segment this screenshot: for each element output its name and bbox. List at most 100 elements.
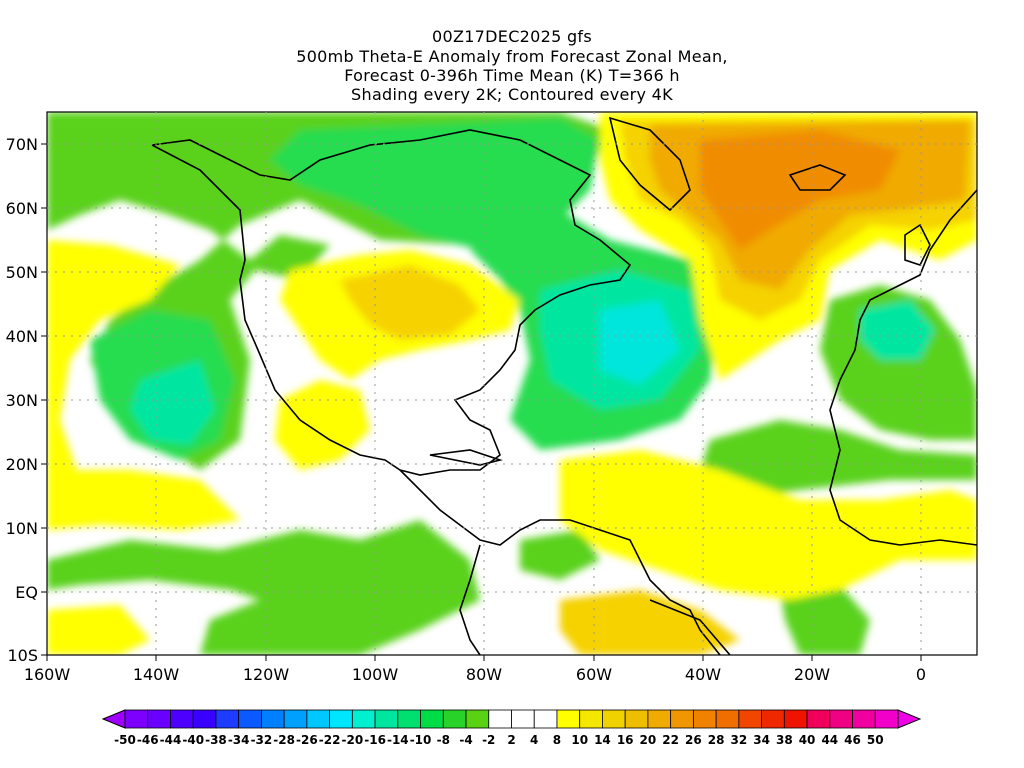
colorbar-box: [238, 709, 262, 729]
colorbar-label: 8: [553, 733, 561, 747]
colorbar-box: [192, 709, 217, 729]
lat-label: 10S: [7, 646, 38, 665]
colorbar-box: [420, 709, 444, 729]
colorbar-box: [215, 709, 240, 729]
lat-label: 70N: [6, 135, 38, 154]
shade-cyan-natl: [600, 300, 680, 385]
coast-central-america: [399, 469, 721, 655]
colorbar-label: 34: [753, 733, 770, 747]
lat-label: 20N: [6, 455, 38, 474]
colorbar-label: 40: [799, 733, 816, 747]
colorbar-box: [602, 709, 626, 729]
colorbar-box: [692, 709, 717, 729]
colorbar-label: -8: [437, 733, 450, 747]
colorbar-box: [670, 709, 694, 729]
colorbar-label: 20: [640, 733, 657, 747]
lon-labels: 160W 140W 120W 100W 80W 60W 40W 20W 0: [24, 665, 926, 684]
colorbar-box: [170, 709, 194, 729]
lat-label: 30N: [6, 391, 38, 410]
lon-label: 20W: [794, 665, 830, 684]
colorbar-label: -34: [228, 733, 250, 747]
colorbar-label: 32: [731, 733, 748, 747]
colorbar-label: -28: [273, 733, 295, 747]
colorbar-label: -10: [410, 733, 432, 747]
colorbar-box: [442, 709, 467, 729]
colorbar-box: [306, 709, 331, 729]
lat-labels: 70N 60N 50N 40N 30N 20N 10N EQ 10S: [6, 135, 38, 665]
colorbar-label: 28: [708, 733, 725, 747]
colorbar-box: [329, 709, 353, 729]
colorbar-box: [783, 709, 808, 729]
colorbar-label: 4: [530, 733, 538, 747]
colorbar-box: [806, 709, 831, 729]
shade-yellow-tropics-west: [47, 470, 240, 530]
shade-yellow-npac-west: [47, 240, 180, 490]
graticule: [47, 112, 977, 655]
lon-label: 100W: [352, 665, 399, 684]
shade-yellow-atl-tropics: [560, 450, 977, 600]
coast-cuba: [429, 449, 503, 466]
lat-label: EQ: [15, 583, 38, 602]
colorbar-box: [488, 709, 512, 729]
shade-green-westafrica: [700, 420, 977, 500]
coast-north-america: [151, 129, 632, 476]
colorbar-box: [147, 709, 171, 729]
axis-ticks: [41, 143, 922, 661]
coastlines: [151, 116, 977, 655]
colorbar-box: [829, 709, 853, 729]
title-line-4: Shading every 2K; Contoured every 4K: [351, 85, 673, 104]
colorbar-label: -4: [459, 733, 472, 747]
colorbar-label: 46: [844, 733, 861, 747]
lon-label: 140W: [133, 665, 180, 684]
title-line-3: Forecast 0-396h Time Mean (K) T=366 h: [344, 66, 680, 85]
lon-label: 80W: [466, 665, 502, 684]
colorbar-box: [761, 709, 785, 729]
colorbar-label: -14: [387, 733, 409, 747]
colorbar-box: [624, 709, 649, 729]
lon-label: 0: [916, 665, 926, 684]
colorbar-box: [511, 709, 535, 729]
colorbar-box: [124, 709, 149, 729]
colorbar-label: -2: [482, 733, 495, 747]
colorbar-label: 22: [662, 733, 679, 747]
colorbar-label: -16: [364, 733, 386, 747]
colorbar-label: -22: [319, 733, 341, 747]
shade-yellow-epac-south: [47, 605, 150, 655]
coast-britain: [904, 223, 931, 266]
colorbar-box: [715, 709, 740, 729]
colorbar-box: [351, 709, 376, 729]
colorbar-label: -46: [137, 733, 159, 747]
coast-iceland: [788, 164, 847, 191]
colorbar: -50 -46 -44 -40 -38 -34 -32 -28 -26 -22 -20 -16 -14-…: [101, 709, 922, 747]
colorbar-label: 2: [507, 733, 515, 747]
lat-label: 60N: [6, 199, 38, 218]
lon-label: 120W: [243, 665, 290, 684]
colorbar-label: 14: [594, 733, 611, 747]
lon-label: 40W: [685, 665, 721, 684]
coast-europe-africa: [829, 189, 977, 546]
colorbar-box: [874, 709, 899, 729]
shade-green-satl: [780, 585, 870, 655]
coast-south-america: [459, 544, 731, 655]
colorbar-label: 10: [571, 733, 588, 747]
shade-green-eqpac: [47, 520, 480, 655]
colorbar-label: -50: [114, 733, 136, 747]
colorbar-label: 38: [776, 733, 793, 747]
lat-label: 10N: [6, 519, 38, 538]
colorbar-label: -40: [182, 733, 204, 747]
colorbar-box: [556, 709, 581, 729]
lon-label: 160W: [24, 665, 71, 684]
colorbar-label: -20: [342, 733, 364, 747]
colorbar-box: [374, 709, 399, 729]
lat-label: 40N: [6, 327, 38, 346]
title-line-1: 00Z17DEC2025 gfs: [431, 27, 592, 46]
colorbar-label: -32: [251, 733, 273, 747]
colorbar-label: -44: [160, 733, 182, 747]
anomaly-shading: [47, 112, 977, 655]
coast-greenland: [608, 116, 691, 212]
colorbar-label: -26: [296, 733, 318, 747]
colorbar-box: [852, 709, 876, 729]
colorbar-box: [738, 709, 762, 729]
colorbar-label: 26: [685, 733, 702, 747]
colorbar-box: [397, 709, 421, 729]
